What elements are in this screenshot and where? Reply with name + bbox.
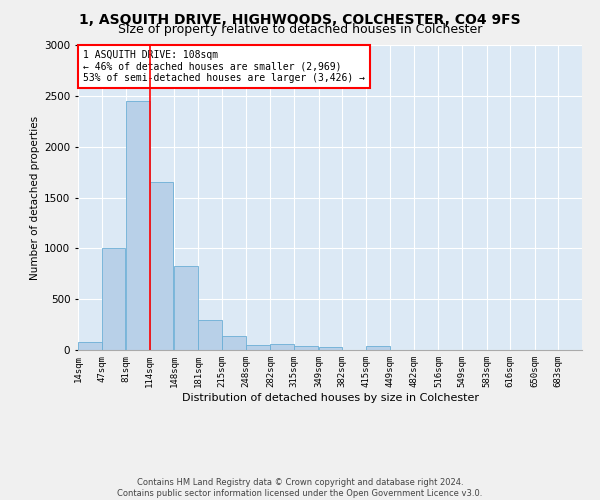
Bar <box>366 346 389 350</box>
Bar <box>101 248 125 350</box>
Bar <box>246 345 269 350</box>
Bar <box>78 342 101 350</box>
Bar <box>294 346 318 350</box>
Text: Contains HM Land Registry data © Crown copyright and database right 2024.
Contai: Contains HM Land Registry data © Crown c… <box>118 478 482 498</box>
Text: Size of property relative to detached houses in Colchester: Size of property relative to detached ho… <box>118 22 482 36</box>
Bar <box>174 266 198 350</box>
Bar <box>150 182 173 350</box>
Bar <box>126 101 150 350</box>
Bar <box>319 347 342 350</box>
Bar <box>198 320 221 350</box>
Bar <box>271 344 294 350</box>
Y-axis label: Number of detached properties: Number of detached properties <box>30 116 40 280</box>
X-axis label: Distribution of detached houses by size in Colchester: Distribution of detached houses by size … <box>182 392 479 402</box>
Text: 1, ASQUITH DRIVE, HIGHWOODS, COLCHESTER, CO4 9FS: 1, ASQUITH DRIVE, HIGHWOODS, COLCHESTER,… <box>79 12 521 26</box>
Bar <box>223 336 246 350</box>
Text: 1 ASQUITH DRIVE: 108sqm
← 46% of detached houses are smaller (2,969)
53% of semi: 1 ASQUITH DRIVE: 108sqm ← 46% of detache… <box>83 50 365 83</box>
